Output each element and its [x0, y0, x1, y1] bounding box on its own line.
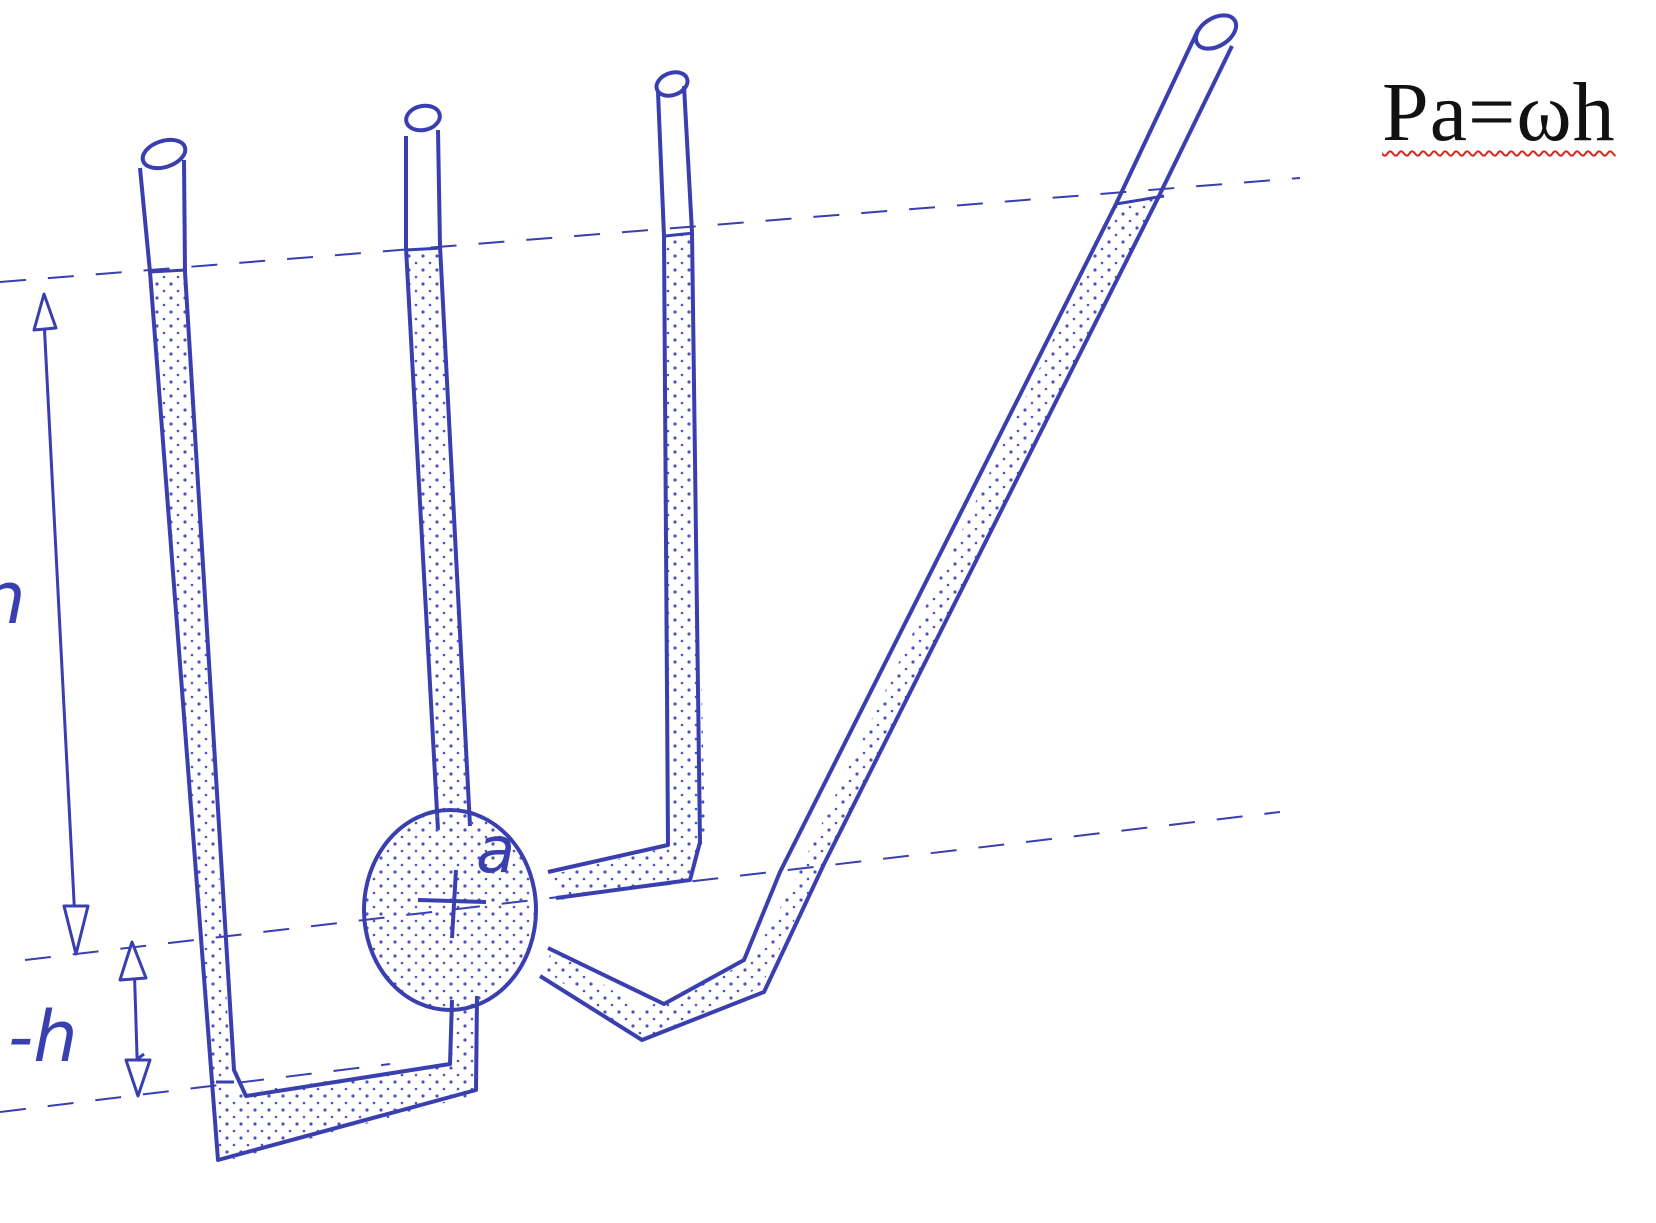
- tube-2: [404, 103, 472, 831]
- upper-level-line: [0, 177, 1301, 283]
- tube-4-fluid: [545, 198, 1160, 1040]
- pressure-formula: Pa=ωh: [1382, 64, 1616, 161]
- h-arrow-top: [32, 292, 58, 332]
- minus-h-label: -h: [8, 996, 78, 1078]
- dimension-arrows: [32, 292, 152, 1098]
- point-a-label: a: [476, 814, 516, 888]
- tube-4: [538, 13, 1239, 1042]
- pressure-formula-text: Pa=ωh: [1382, 66, 1616, 159]
- vessel: [362, 808, 538, 1012]
- h-label: h: [0, 556, 26, 640]
- lower-level-line: [0, 1063, 391, 1113]
- minus-h-arrow-top: [118, 940, 148, 982]
- tube-3-fluid: [550, 232, 705, 900]
- tube-2-fluid: [406, 246, 468, 834]
- tube-1-fluid: [150, 272, 478, 1160]
- h-dimension-line: [42, 319, 78, 941]
- minus-h-tick: [135, 1052, 145, 1062]
- minus-h-arrow-bottom: [124, 1058, 152, 1098]
- h-arrow-bottom: [62, 904, 90, 956]
- tube-1: [138, 137, 479, 1162]
- tube-3: [547, 70, 702, 900]
